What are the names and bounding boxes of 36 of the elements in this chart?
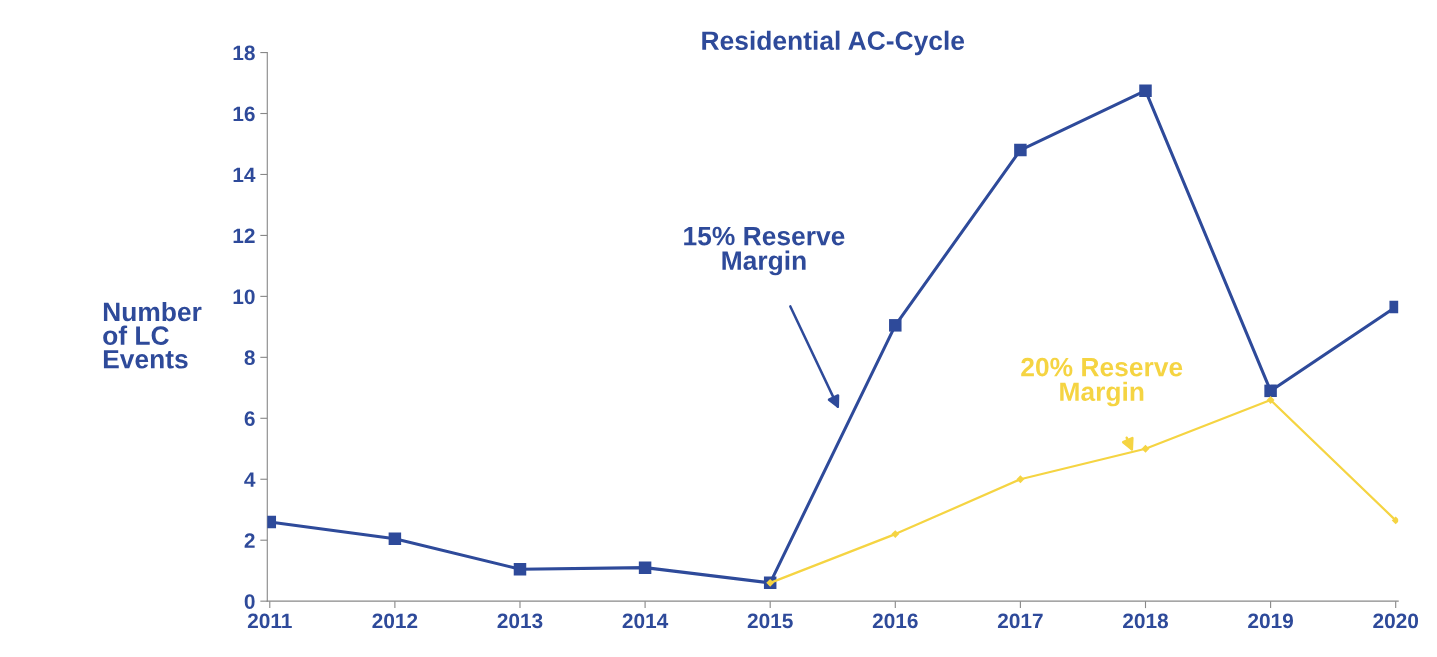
x-tick-label: 2016 [872, 613, 918, 629]
y-tick-label: 12 [233, 228, 255, 243]
x-tick-label: 2013 [497, 613, 543, 629]
point [638, 561, 652, 574]
x-tick-label: 2018 [1123, 613, 1169, 629]
y-tick-label: 8 [244, 350, 255, 366]
y-tick-label: 0 [244, 594, 255, 609]
x-tick-label: 2017 [997, 613, 1043, 629]
y-tick-label: 14 [233, 167, 256, 183]
point [1016, 475, 1025, 484]
point [1391, 516, 1399, 525]
point [1014, 143, 1027, 157]
point [1141, 444, 1150, 453]
y-tick-label: 16 [233, 106, 255, 122]
point [1264, 384, 1277, 398]
y-tick-label: 18 [233, 45, 255, 61]
x-tick-label: 2015 [747, 613, 793, 629]
y-axis-title: Number of LC Events [103, 301, 202, 369]
point [891, 530, 900, 539]
y-tick-label: 4 [244, 472, 256, 487]
point [513, 562, 527, 576]
annotation: 20% Reserve Margin [1021, 357, 1183, 407]
y-tick-label: 2 [244, 533, 255, 548]
x-tick-label: 2020 [1373, 613, 1419, 629]
point [1139, 84, 1152, 97]
point [388, 532, 402, 545]
y-tick-label: 6 [244, 411, 255, 427]
chart-title: Residential AC-Cycle [702, 30, 965, 56]
point [1266, 396, 1275, 404]
y-tick-label: 10 [233, 289, 255, 305]
x-tick-label: 2019 [1248, 613, 1293, 629]
x-tick-label: 2011 [247, 613, 292, 629]
point [889, 319, 902, 332]
x-tick-label: 2012 [372, 613, 418, 629]
annotation: 15% Reserve Margin [684, 226, 845, 276]
x-tick-label: 2014 [622, 613, 669, 629]
